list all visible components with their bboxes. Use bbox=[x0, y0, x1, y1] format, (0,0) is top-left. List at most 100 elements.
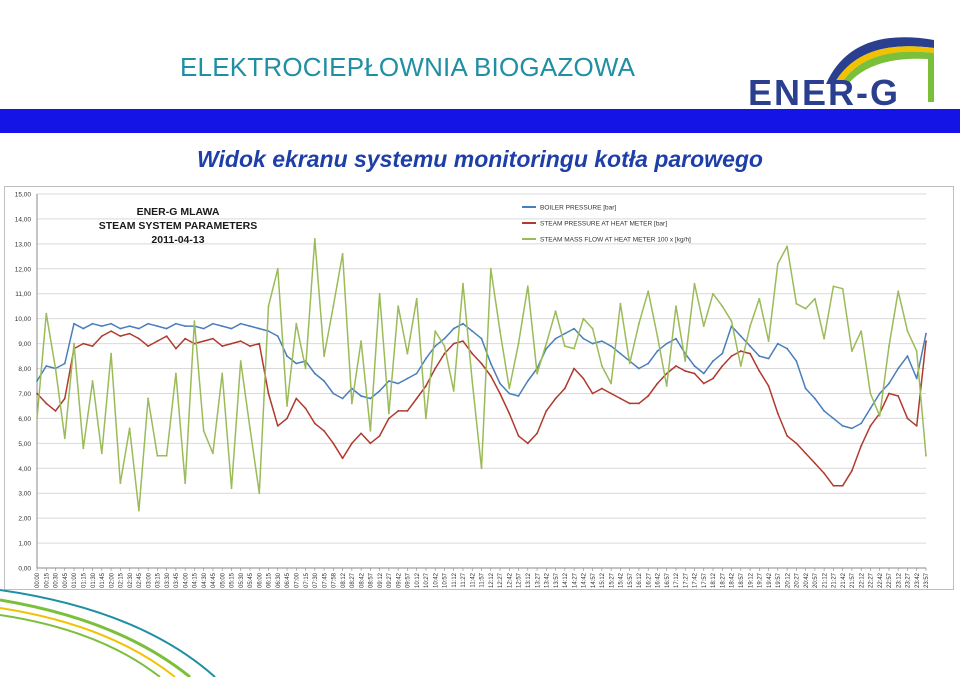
x-tick-label: 10:12 bbox=[415, 572, 421, 588]
x-tick-label: 05:30 bbox=[239, 572, 245, 588]
data-point bbox=[888, 392, 890, 395]
data-point bbox=[749, 325, 751, 328]
line-chart: 0,00 1,00 2,00 3,00 4,00 5,00 6,00 7,00 8,00 9,00… bbox=[4, 186, 954, 590]
x-tick-label: 04:00 bbox=[183, 572, 189, 588]
data-point bbox=[573, 367, 576, 370]
data-point bbox=[249, 427, 251, 430]
x-tick-label: 02:15 bbox=[119, 572, 125, 588]
data-point bbox=[378, 292, 381, 295]
data-point bbox=[776, 412, 779, 415]
data-point bbox=[462, 322, 464, 325]
data-point bbox=[119, 327, 122, 330]
data-point bbox=[63, 362, 66, 365]
data-point bbox=[397, 410, 400, 412]
y-tick-label: 5,00 bbox=[18, 441, 31, 448]
data-point bbox=[350, 402, 353, 405]
logo-arc-blue bbox=[826, 37, 934, 84]
x-tick-label: 17:27 bbox=[683, 572, 689, 588]
x-tick-label: 23:57 bbox=[924, 572, 930, 588]
data-point bbox=[369, 429, 372, 432]
data-point bbox=[175, 322, 177, 325]
data-point bbox=[452, 342, 455, 345]
data-point bbox=[184, 337, 187, 340]
x-tick-label: 03:45 bbox=[174, 572, 180, 588]
y-tick-label: 9,00 bbox=[18, 341, 31, 348]
data-point bbox=[156, 454, 159, 457]
data-point bbox=[517, 342, 520, 345]
x-tick-label: 07:30 bbox=[313, 572, 319, 588]
x-tick-label: 18:42 bbox=[730, 572, 736, 588]
data-point bbox=[610, 392, 613, 395]
x-tick-label: 12:12 bbox=[489, 572, 495, 588]
data-point bbox=[276, 267, 279, 270]
data-point bbox=[82, 342, 85, 345]
x-tick-label: 19:57 bbox=[776, 572, 782, 588]
data-point bbox=[712, 292, 714, 295]
data-point bbox=[739, 350, 742, 352]
data-point bbox=[925, 454, 927, 457]
data-point bbox=[119, 482, 122, 485]
data-point bbox=[776, 262, 779, 265]
data-point bbox=[758, 370, 761, 372]
data-point bbox=[45, 365, 48, 367]
data-point bbox=[54, 410, 57, 412]
data-point bbox=[73, 322, 75, 325]
data-point bbox=[184, 325, 187, 328]
x-tick-label: 23:27 bbox=[906, 572, 912, 588]
data-point bbox=[878, 415, 881, 417]
data-point bbox=[471, 330, 474, 333]
data-point bbox=[239, 322, 242, 325]
data-point bbox=[369, 397, 372, 400]
data-point bbox=[823, 472, 826, 475]
data-point bbox=[591, 392, 594, 395]
data-point bbox=[286, 405, 288, 407]
x-tick-label: 05:45 bbox=[248, 572, 254, 588]
data-point bbox=[165, 454, 168, 457]
data-point bbox=[480, 337, 483, 340]
data-point bbox=[647, 290, 650, 293]
y-tick-label: 2,00 bbox=[18, 516, 31, 523]
data-point bbox=[804, 452, 807, 455]
data-point bbox=[415, 297, 418, 300]
data-point bbox=[628, 402, 631, 405]
data-point bbox=[712, 360, 714, 362]
data-point bbox=[730, 355, 733, 357]
data-point bbox=[656, 350, 659, 352]
y-tick-label: 11,00 bbox=[15, 291, 31, 298]
data-point bbox=[499, 382, 501, 385]
x-tick-label: 15:42 bbox=[619, 572, 625, 588]
x-tick-label: 23:12 bbox=[896, 572, 902, 588]
data-point bbox=[888, 345, 890, 347]
x-tick-label: 14:27 bbox=[572, 572, 578, 588]
data-point bbox=[702, 382, 705, 385]
data-point bbox=[628, 362, 631, 365]
data-point bbox=[110, 330, 112, 333]
data-point bbox=[841, 484, 844, 487]
data-point bbox=[888, 382, 890, 385]
data-point bbox=[582, 377, 585, 380]
data-point bbox=[563, 345, 566, 347]
x-tick-label: 02:30 bbox=[128, 572, 134, 588]
data-point bbox=[110, 322, 112, 325]
x-tick-label: 19:12 bbox=[748, 572, 754, 588]
data-point bbox=[369, 442, 372, 445]
data-point bbox=[721, 352, 724, 355]
x-tick-label: 07:45 bbox=[322, 572, 328, 588]
x-tick-label: 14:57 bbox=[591, 572, 597, 588]
data-point bbox=[295, 397, 298, 400]
data-point bbox=[276, 335, 279, 338]
data-point bbox=[110, 352, 112, 355]
data-point bbox=[147, 397, 150, 400]
data-point bbox=[600, 387, 603, 390]
chart-frame bbox=[4, 186, 954, 590]
data-point bbox=[851, 469, 853, 472]
data-point bbox=[767, 385, 770, 387]
data-point bbox=[304, 367, 307, 370]
x-tick-label: 03:00 bbox=[146, 572, 152, 588]
data-point bbox=[267, 330, 270, 333]
data-point bbox=[119, 335, 122, 338]
data-point bbox=[647, 362, 650, 365]
data-point bbox=[100, 335, 103, 338]
data-point bbox=[813, 397, 816, 400]
data-point bbox=[36, 417, 38, 420]
